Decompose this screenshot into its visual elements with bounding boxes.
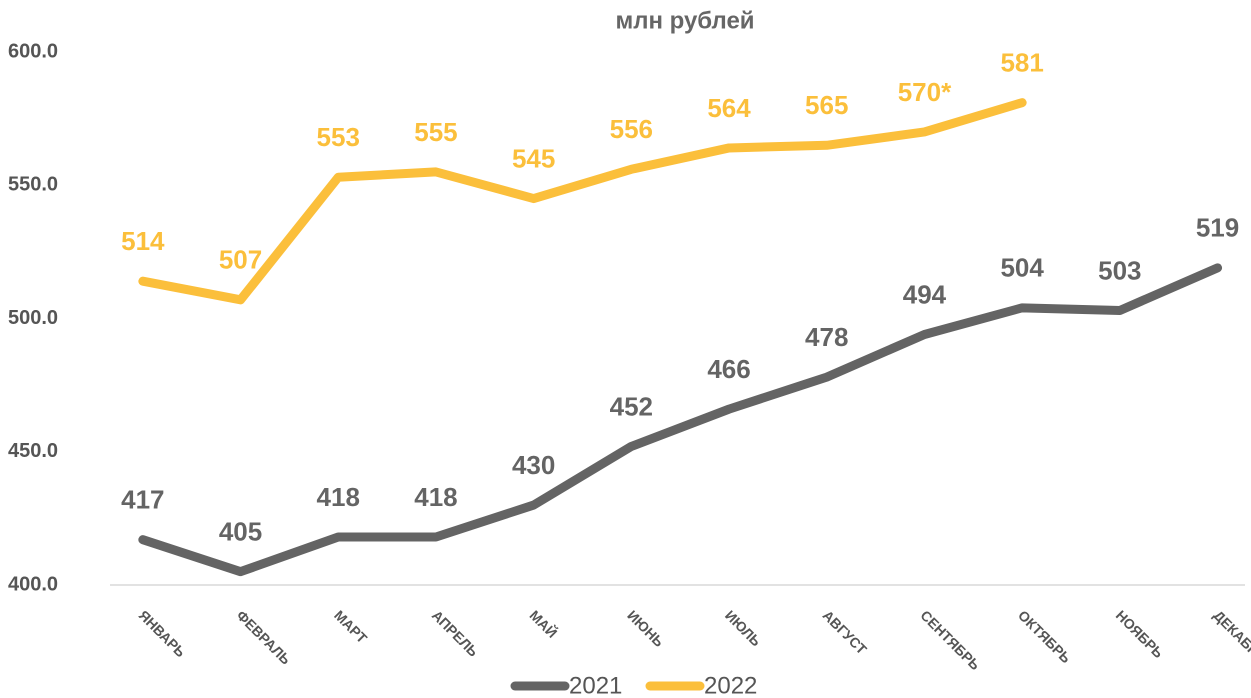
x-tick-label: НОЯБРЬ — [1113, 607, 1167, 661]
data-label: 514 — [121, 226, 165, 256]
data-label: 494 — [903, 279, 947, 309]
x-tick-label: СЕНТЯБРЬ — [917, 607, 983, 673]
data-label: 581 — [1000, 48, 1043, 78]
data-label: 418 — [317, 482, 360, 512]
series-line — [138, 263, 1223, 577]
data-label: 504 — [1000, 253, 1044, 283]
y-tick-label: 500.0 — [8, 307, 58, 329]
data-label: 417 — [121, 485, 164, 515]
x-tick-label: АВГУСТ — [820, 607, 871, 658]
x-tick-label: МАЙ — [527, 606, 562, 641]
x-tick-label: МАРТ — [331, 607, 371, 647]
data-label: 553 — [317, 122, 360, 152]
x-tick-label: ФЕВРАЛЬ — [233, 607, 294, 668]
data-label: 503 — [1098, 255, 1141, 285]
data-label: 466 — [707, 354, 750, 384]
data-label: 430 — [512, 450, 555, 480]
data-label: 478 — [805, 322, 848, 352]
data-label: 556 — [610, 114, 653, 144]
data-label: 418 — [414, 482, 457, 512]
legend-label: 2021 — [569, 672, 622, 698]
data-label: 570* — [898, 77, 952, 107]
data-label: 452 — [610, 391, 653, 421]
x-tick-label: ОКТЯБРЬ — [1015, 607, 1074, 666]
data-label: 565 — [805, 90, 848, 120]
y-tick-label: 600.0 — [8, 40, 58, 62]
x-tick-label: ЯНВАРЬ — [136, 607, 189, 660]
data-label: 519 — [1196, 213, 1239, 243]
x-tick-label: ДЕКАБРЬ — [1210, 607, 1251, 666]
data-label: 555 — [414, 117, 457, 147]
data-label: 545 — [512, 143, 555, 173]
y-tick-label: 550.0 — [8, 174, 58, 196]
y-tick-label: 400.0 — [8, 573, 58, 595]
legend-label: 2022 — [704, 672, 757, 698]
data-label: 405 — [219, 517, 262, 547]
chart-title: млн рублей — [615, 7, 754, 34]
data-label: 507 — [219, 245, 262, 275]
y-tick-label: 450.0 — [8, 440, 58, 462]
data-label: 564 — [707, 93, 751, 123]
x-tick-label: АПРЕЛЬ — [429, 607, 482, 660]
x-tick-label: ИЮНЬ — [624, 607, 667, 650]
x-tick-label: ИЮЛЬ — [722, 607, 764, 649]
series-line — [138, 98, 1027, 305]
